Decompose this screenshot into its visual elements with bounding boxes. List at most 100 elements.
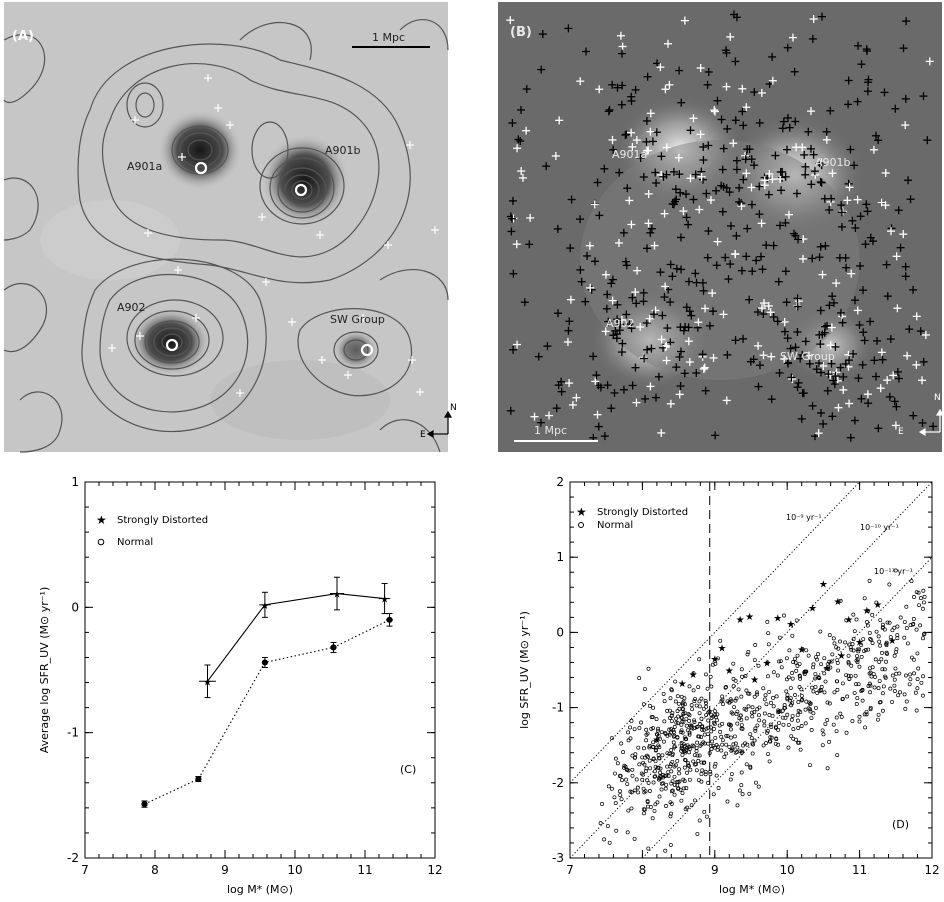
panel-c-legend-star-icon: ★ <box>96 513 107 527</box>
panel-d-normal-point <box>876 686 881 691</box>
panel-b-galaxy-cross <box>830 380 839 389</box>
panel-d-normal-point <box>740 792 745 797</box>
panel-d-distorted-point: ★ <box>745 612 754 623</box>
panel-d-normal-point <box>888 686 893 691</box>
panel-d-normal-point <box>702 809 707 814</box>
panel-a-compass <box>426 410 453 439</box>
panel-d-normal-point <box>819 662 824 667</box>
panel-b-galaxy-cross <box>682 213 691 222</box>
panel-d-normal-point <box>840 697 845 702</box>
panel-d-normal-point <box>869 674 874 679</box>
panel-d-normal-point <box>765 674 770 679</box>
panel-d-normal-point <box>669 748 674 753</box>
panel-d-normal-point <box>656 726 661 731</box>
panel-d-normal-point <box>641 702 646 707</box>
panel-d-normal-point <box>692 753 697 758</box>
panel-d-normal-point <box>632 836 637 841</box>
panel-c-marks: ★ ★ ★ ★ <box>141 576 393 808</box>
panel-b-galaxy-cross <box>608 296 617 305</box>
panel-b-galaxy-cross <box>814 429 823 438</box>
panel-d-normal-point <box>734 696 739 701</box>
panel-b-galaxy-cross <box>800 150 809 159</box>
panel-d-normal-point <box>753 643 758 647</box>
panel-d-normal-point <box>688 767 693 772</box>
panel-b-galaxy-cross <box>644 189 653 198</box>
panel-d-normal-point <box>866 608 871 613</box>
panel-d-normal-point <box>868 705 873 710</box>
panel-b-galaxy-cross <box>711 431 720 440</box>
panel-d-normal-point <box>694 749 699 753</box>
panel-b-galaxy-cross <box>554 381 563 390</box>
panel-d-normal-point <box>753 728 758 733</box>
panel-d-legend-distorted: Strongly Distorted <box>597 507 688 518</box>
panel-b-galaxy-cross <box>722 48 731 57</box>
panel-b-galaxy-cross <box>564 326 573 335</box>
panel-d-xtick-label: 10 <box>780 863 795 877</box>
panel-b-galaxy-cross <box>816 177 825 186</box>
panel-b-galaxy-cross <box>628 293 637 302</box>
panel-b-galaxy-cross <box>877 198 886 207</box>
panel-d-normal-point <box>721 702 725 707</box>
panel-d-normal-point <box>864 712 869 717</box>
panel-d-normal-point <box>744 716 749 721</box>
panel-d-normal-point <box>632 788 637 793</box>
panel-d-normal-point <box>846 653 851 658</box>
panel-d-normal-point <box>892 689 897 693</box>
panel-b-galaxy-cross <box>739 175 748 184</box>
panel-d-normal-point <box>732 734 737 739</box>
panel-d-normal-point <box>677 779 682 784</box>
panel-d-normal-point <box>613 771 617 776</box>
panel-b-galaxy-cross <box>652 178 661 187</box>
panel-b-galaxy-cross <box>692 369 701 378</box>
panel-d-normal-point <box>704 704 709 709</box>
panel-d-normal-point <box>690 707 695 712</box>
panel-d-normal-point <box>868 707 873 712</box>
panel-d-normal-point <box>693 798 697 803</box>
panel-d-normal-point <box>846 660 851 665</box>
panel-b-galaxy-cross <box>848 216 857 225</box>
panel-b-galaxy-cross <box>622 261 631 270</box>
panel-d-normal-point <box>807 763 812 768</box>
panel-d-normal-point <box>658 770 662 775</box>
panel-d-normal-point <box>661 691 666 696</box>
panel-d-normal-point <box>699 716 704 721</box>
panel-d-normal-point <box>843 640 848 645</box>
panel-b-galaxy-cross <box>805 351 814 360</box>
panel-d-normal-point <box>800 697 805 702</box>
panel-b-galaxy-cross <box>776 221 785 230</box>
panel-d-normal-point <box>665 708 670 713</box>
panel-b-galaxy-cross <box>536 418 545 427</box>
panel-d-normal-point <box>904 699 909 704</box>
panel-d-normal-point <box>619 778 624 783</box>
panel-d-normal-point <box>656 777 661 782</box>
panel-d-normal-point <box>676 786 680 791</box>
panel-d-normal-point <box>691 688 696 693</box>
panel-d-normal-point <box>660 753 665 758</box>
panel-d-normal-point <box>905 641 910 646</box>
panel-b-galaxy-cross <box>929 422 938 431</box>
panel-d-normal-point <box>697 699 702 704</box>
panel-b-galaxy-cross <box>513 340 522 349</box>
panel-b-galaxy-cross <box>919 357 928 366</box>
panel-d-normal-point <box>626 738 631 743</box>
panel-d-normal-point <box>680 707 685 711</box>
panel-d-normal-point <box>866 647 871 652</box>
panel-d-normal-point <box>786 745 791 750</box>
panel-d-normal-point <box>681 712 686 717</box>
panel-d-normal-point <box>739 783 744 788</box>
panel-b-galaxy-cross <box>640 354 649 363</box>
panel-d-normal-point <box>717 723 722 728</box>
panel-b-compass-e: E <box>898 427 904 437</box>
panel-d-normal-point <box>757 713 761 718</box>
panel-b-galaxy-cross <box>886 335 895 344</box>
panel-d-normal-point <box>895 624 900 629</box>
panel-d-normal-point <box>728 723 733 728</box>
panel-d-normal-point <box>729 735 733 740</box>
panel-d-normal-point <box>752 658 757 663</box>
panel-b-galaxy-cross <box>666 260 675 269</box>
panel-d-normal-point <box>857 664 862 669</box>
panel-d-normal-point <box>735 745 740 750</box>
panel-d-normal-point <box>650 715 655 719</box>
panel-b-galaxy-cross <box>773 317 782 326</box>
panel-d-normal-point <box>648 804 653 809</box>
